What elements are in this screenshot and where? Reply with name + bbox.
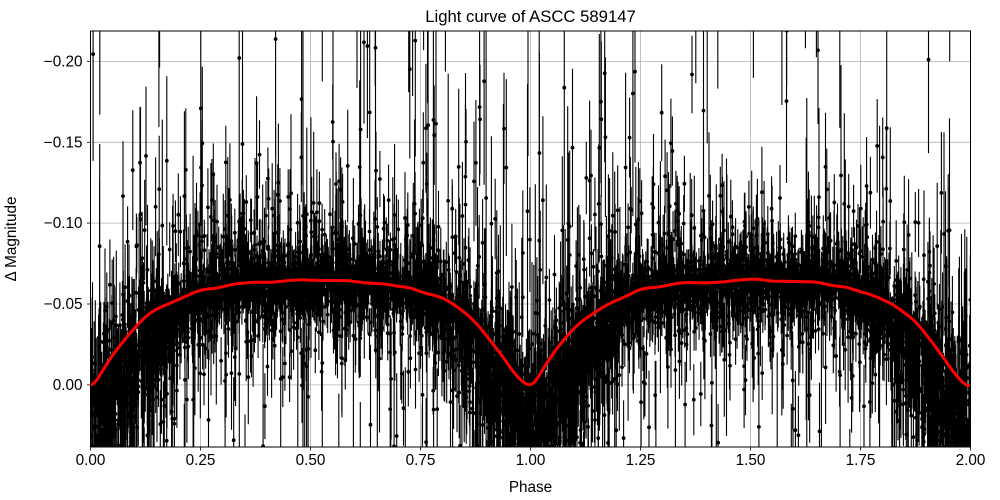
svg-text:−0.10: −0.10	[44, 215, 83, 232]
svg-text:0.00: 0.00	[76, 452, 106, 469]
svg-text:Phase: Phase	[509, 479, 552, 496]
svg-text:−0.20: −0.20	[44, 53, 83, 70]
svg-text:Light curve of ASCC 589147: Light curve of ASCC 589147	[425, 7, 636, 26]
svg-text:1.50: 1.50	[736, 452, 766, 469]
svg-text:1.25: 1.25	[626, 452, 656, 469]
svg-text:0.25: 0.25	[186, 452, 216, 469]
svg-text:−0.05: −0.05	[44, 296, 83, 313]
svg-text:0.00: 0.00	[53, 377, 83, 394]
svg-text:0.75: 0.75	[406, 452, 436, 469]
svg-text:Δ Magnitude: Δ Magnitude	[3, 196, 20, 281]
svg-text:−0.15: −0.15	[44, 134, 83, 151]
svg-text:1.75: 1.75	[846, 452, 876, 469]
svg-text:0.50: 0.50	[296, 452, 326, 469]
svg-text:2.00: 2.00	[956, 452, 986, 469]
svg-text:1.00: 1.00	[516, 452, 546, 469]
